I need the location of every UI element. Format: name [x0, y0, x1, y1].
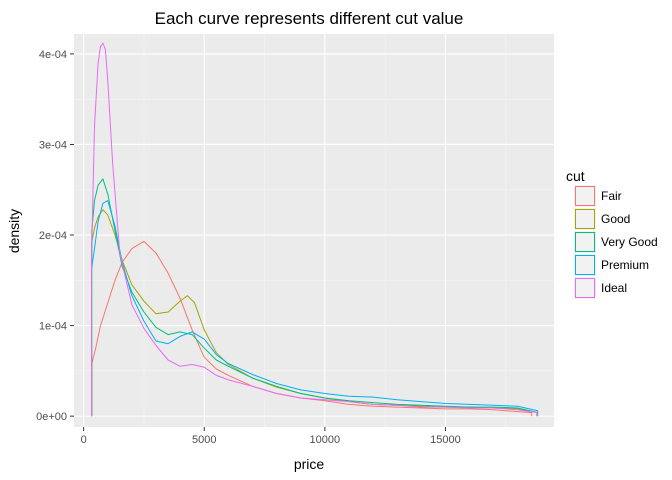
legend-item-premium: Premium [574, 254, 649, 276]
legend-key-background [574, 277, 596, 299]
plot-panel [74, 34, 554, 427]
legend-label-fair: Fair [601, 189, 622, 203]
y-tick-label: 4e-04 [39, 49, 67, 61]
y-tick-label: 1e-04 [39, 321, 67, 333]
legend-key-good [575, 209, 595, 229]
legend-key-background [574, 231, 596, 253]
legend-key-background [574, 208, 596, 230]
y-tick-label: 2e-04 [39, 230, 67, 242]
density-line-very-good [91, 178, 538, 417]
y-axis: 0e+00 1e-04 2e-04 3e-04 4e-04 [36, 49, 74, 423]
legend-item-ideal: Ideal [574, 277, 627, 299]
density-line-ideal [91, 42, 538, 417]
y-tick-label: 0e+00 [36, 411, 67, 423]
legend-key-very-good [575, 232, 595, 252]
density-line-fair [91, 240, 533, 417]
legend-item-good: Good [574, 208, 630, 230]
x-axis: 0 5000 10000 15000 [81, 427, 461, 446]
minor-gridlines [74, 34, 554, 427]
legend-key-background [574, 254, 596, 276]
legend-item-fair: Fair [574, 185, 622, 207]
legend-key-fair [575, 186, 595, 206]
legend-title: cut [566, 168, 585, 184]
legend-label-good: Good [601, 212, 630, 226]
x-tick-label: 0 [81, 434, 87, 446]
y-axis-label: density [6, 209, 22, 253]
chart-title: Each curve represents different cut valu… [155, 9, 464, 28]
legend-item-very-good: Very Good [574, 231, 658, 253]
legend-label-very-good: Very Good [601, 235, 658, 249]
density-line-premium [91, 200, 539, 417]
density-curves [91, 42, 539, 417]
x-tick-label: 5000 [192, 434, 216, 446]
legend-key-ideal [575, 278, 595, 298]
legend: cut Fair Good Very Good Premium Ideal [566, 168, 658, 299]
x-tick-label: 10000 [310, 434, 341, 446]
y-tick-label: 3e-04 [39, 139, 67, 151]
legend-label-premium: Premium [601, 258, 649, 272]
x-tick-label: 15000 [430, 434, 461, 446]
x-axis-label: price [294, 456, 325, 472]
legend-label-ideal: Ideal [601, 281, 627, 295]
legend-key-premium [575, 255, 595, 275]
legend-key-background [574, 185, 596, 207]
